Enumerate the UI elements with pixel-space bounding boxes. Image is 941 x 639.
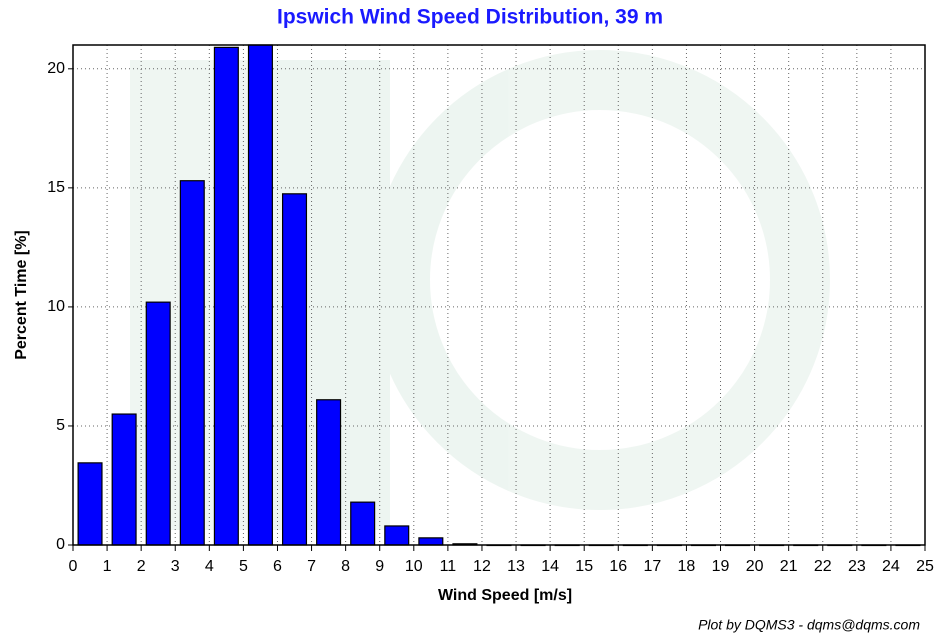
y-axis-label: Percent Time [%] [13, 230, 30, 360]
x-tick-label: 20 [746, 558, 764, 575]
chart: Ipswich Wind Speed Distribution, 39 m Wi… [0, 0, 941, 639]
y-tick-label: 0 [56, 536, 65, 553]
x-tick-label: 18 [678, 558, 696, 575]
x-tick-label: 9 [375, 558, 384, 575]
bar [283, 194, 307, 545]
bar [385, 526, 409, 545]
x-tick-label: 6 [273, 558, 282, 575]
x-tick-label: 24 [882, 558, 900, 575]
bar [214, 47, 238, 545]
x-tick-label: 11 [440, 558, 457, 575]
x-tick-label: 23 [848, 558, 866, 575]
bar [419, 538, 443, 545]
x-tick-label: 4 [205, 558, 214, 575]
x-tick-label: 21 [780, 558, 798, 575]
x-tick-label: 1 [103, 558, 112, 575]
x-tick-label: 22 [814, 558, 832, 575]
bar [317, 400, 341, 545]
x-axis-label: Wind Speed [m/s] [438, 587, 572, 604]
x-tick-label: 0 [69, 558, 78, 575]
x-tick-label: 10 [405, 558, 423, 575]
bar [112, 414, 136, 545]
x-tick-label: 14 [541, 558, 559, 575]
x-tick-label: 7 [307, 558, 316, 575]
x-tick-label: 2 [137, 558, 146, 575]
y-tick-label: 15 [47, 179, 65, 196]
y-tick-label: 10 [47, 298, 65, 315]
x-tick-label: 3 [171, 558, 180, 575]
x-tick-label: 12 [473, 558, 491, 575]
x-tick-label: 17 [643, 558, 661, 575]
bar [180, 181, 204, 545]
bar [146, 302, 170, 545]
x-tick-label: 16 [609, 558, 627, 575]
x-tick-label: 19 [712, 558, 730, 575]
x-tick-label: 13 [507, 558, 525, 575]
bar [351, 502, 375, 545]
x-tick-label: 25 [916, 558, 934, 575]
bar [78, 463, 102, 545]
y-tick-label: 5 [56, 417, 65, 434]
x-tick-label: 5 [239, 558, 248, 575]
x-tick-label: 15 [575, 558, 593, 575]
x-tick-label: 8 [341, 558, 350, 575]
bar [249, 45, 273, 545]
footer: Plot by DQMS3 - dqms@dqms.com [698, 617, 920, 633]
chart-title: Ipswich Wind Speed Distribution, 39 m [277, 6, 663, 29]
y-tick-label: 20 [47, 60, 65, 77]
